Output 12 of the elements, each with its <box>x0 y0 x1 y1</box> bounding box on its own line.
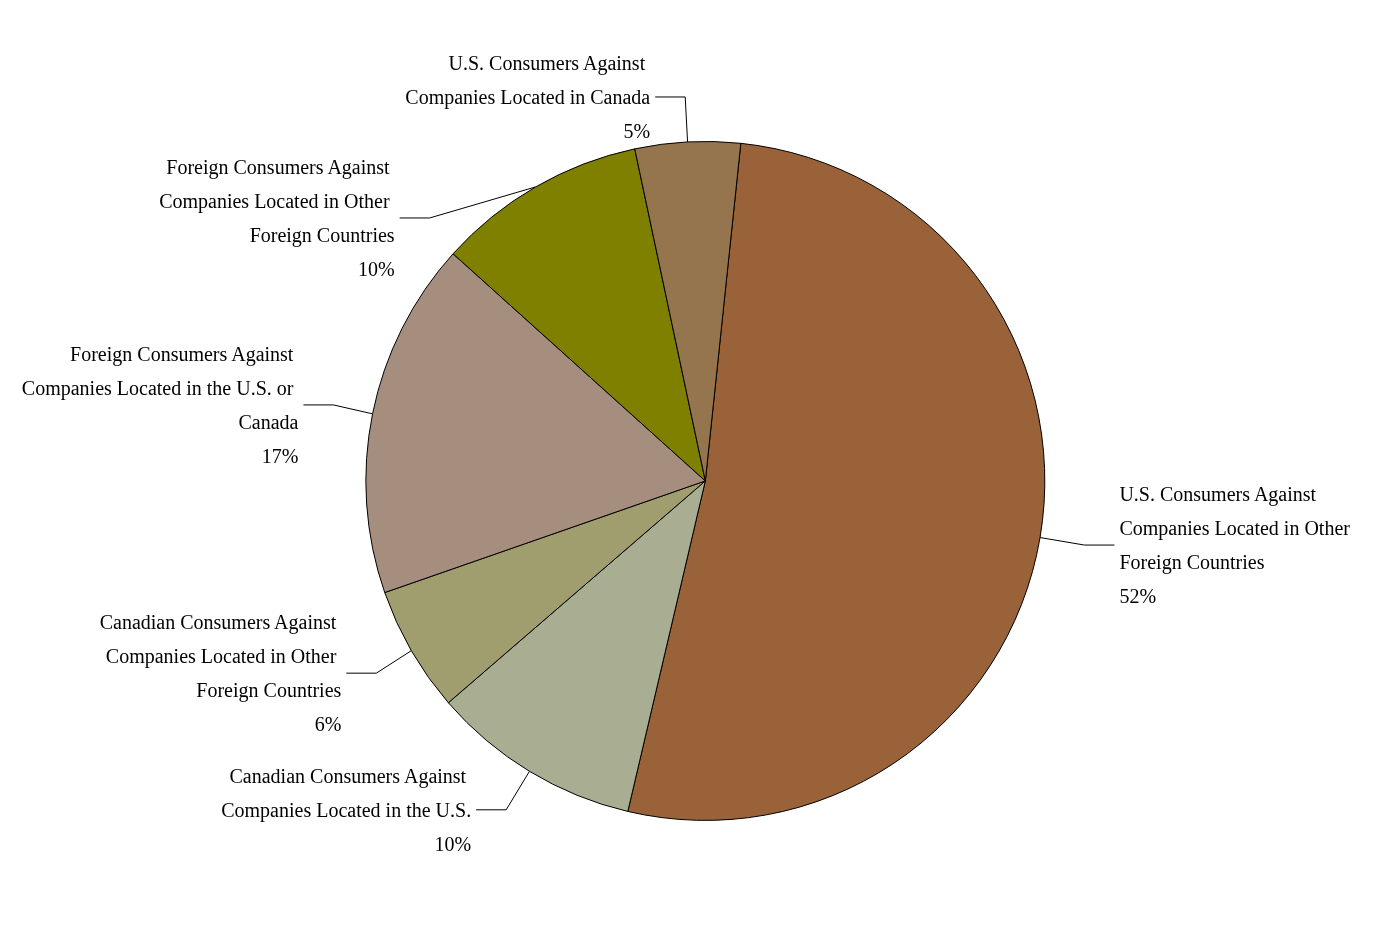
data-label: 52% <box>1119 585 1157 608</box>
slice-label: U.S. Consumers Against Companies Located in Canada <box>405 51 651 109</box>
data-label: 6% <box>314 713 342 736</box>
slice-label: Foreign Consumers Against Companies Located in Other Foreign Countries <box>159 155 395 247</box>
data-label: 17% <box>261 444 299 467</box>
data-label: 10% <box>357 257 395 280</box>
slice-label: U.S. Consumers Against Companies Located in Other Foreign Countries <box>1119 483 1355 575</box>
slice-label: Canadian Consumers Against Companies Located in the U.S. <box>221 764 472 822</box>
data-label: 5% <box>623 119 651 142</box>
data-label: 10% <box>434 832 472 855</box>
slice-label: Foreign Consumers Against Companies Located in the U.S. or Canada <box>21 342 299 433</box>
slice-label: Canadian Consumers Against Companies Located in Other Foreign Countries <box>99 611 342 703</box>
